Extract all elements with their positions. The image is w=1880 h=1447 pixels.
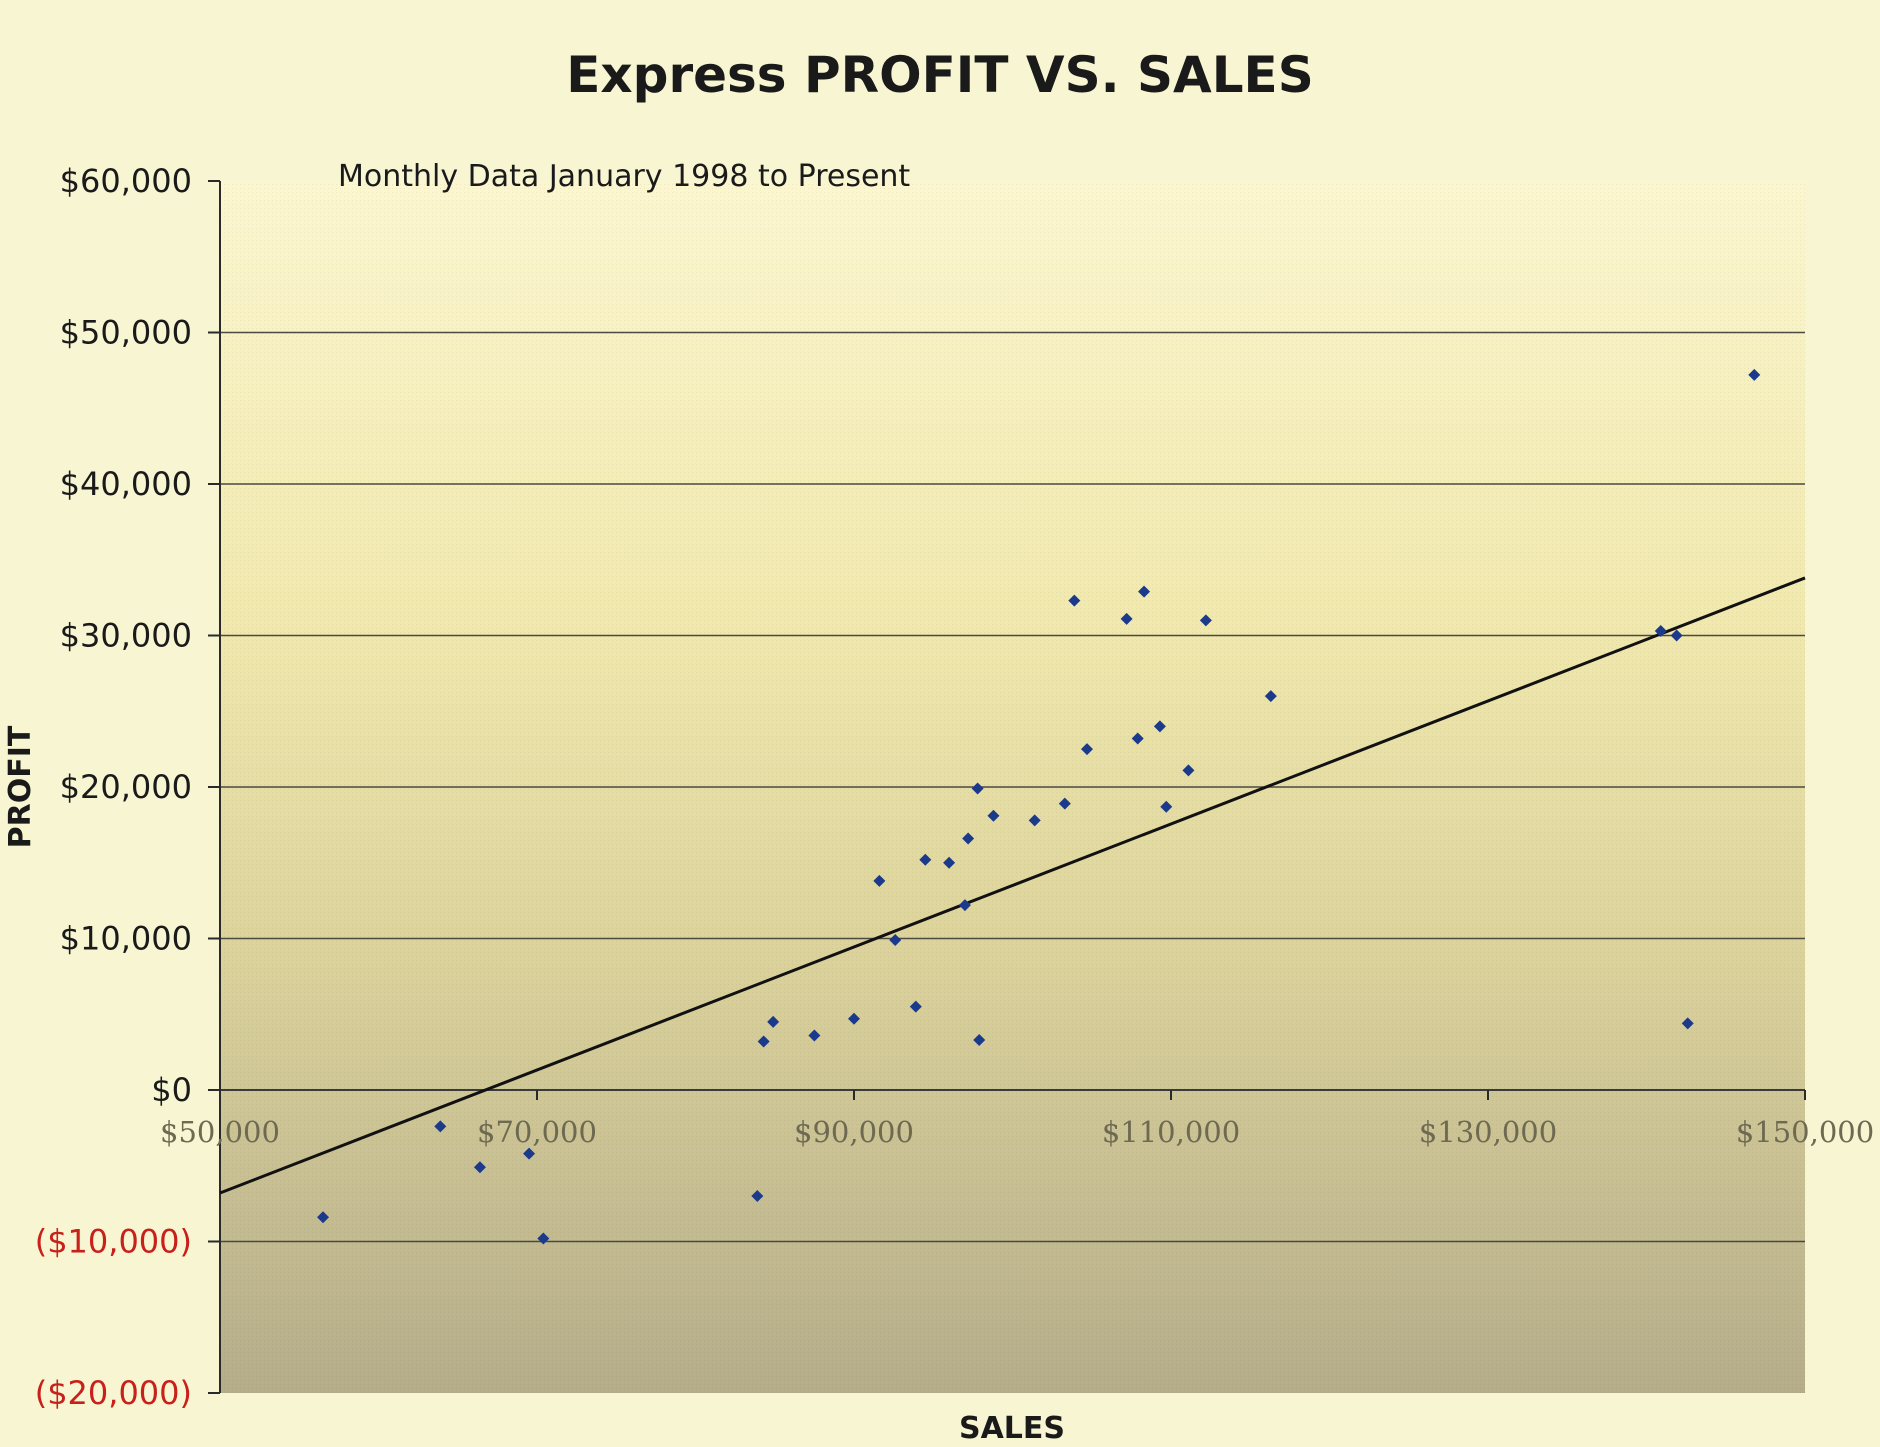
data-point	[1138, 585, 1151, 598]
x-tick-label: $50,000	[160, 1115, 280, 1149]
data-points	[317, 368, 1761, 1245]
x-axis-ticks: $50,000 $70,000 $90,000 $110,000 $130,000 $15…	[160, 1090, 1874, 1149]
data-point	[1068, 594, 1081, 607]
data-point	[434, 1120, 447, 1133]
y-axis-ticks: $60,000 $50,000 $40,000 $30,000 $20,000 $10,0…	[35, 162, 220, 1412]
data-point	[971, 782, 984, 795]
data-point	[1264, 690, 1277, 703]
data-point	[1199, 614, 1212, 627]
x-tick-label: $70,000	[477, 1115, 597, 1149]
x-tick-label: $150,000	[1736, 1115, 1874, 1149]
y-tick-label: $40,000	[60, 465, 192, 503]
y-axis-label: PROFIT	[3, 725, 38, 848]
data-point	[537, 1232, 550, 1245]
y-tick-label: $60,000	[60, 162, 192, 200]
y-tick-label: $30,000	[60, 617, 192, 655]
x-axis-label: SALES	[959, 1411, 1065, 1446]
data-point	[909, 1000, 922, 1013]
data-point	[1654, 624, 1667, 637]
data-point	[1681, 1017, 1694, 1030]
data-point	[473, 1161, 486, 1174]
chart-subtitle: Monthly Data January 1998 to Present	[338, 159, 910, 194]
trendline-group	[219, 576, 1806, 1195]
data-point	[1748, 368, 1761, 381]
data-point	[919, 853, 932, 866]
data-point	[1080, 743, 1093, 756]
data-point	[973, 1034, 986, 1047]
data-point	[889, 934, 902, 947]
data-point	[757, 1035, 770, 1048]
data-point	[751, 1190, 764, 1203]
data-point	[1120, 612, 1133, 625]
data-point	[1028, 814, 1041, 827]
data-point	[1058, 797, 1071, 810]
data-point	[1182, 764, 1195, 777]
data-point	[987, 809, 1000, 822]
y-tick-label: ($20,000)	[35, 1374, 192, 1412]
data-point	[873, 874, 886, 887]
y-tick-label: $10,000	[60, 920, 192, 958]
x-tick-label: $130,000	[1419, 1115, 1557, 1149]
data-point	[1670, 629, 1683, 642]
x-tick-label: $90,000	[794, 1115, 914, 1149]
y-tick-label: ($10,000)	[35, 1223, 192, 1261]
data-point	[767, 1015, 780, 1028]
data-point	[1131, 732, 1144, 745]
trendline	[219, 576, 1806, 1195]
data-point	[958, 899, 971, 912]
data-point	[943, 856, 956, 869]
data-point	[808, 1029, 821, 1042]
data-point	[1160, 800, 1173, 813]
data-point	[317, 1211, 330, 1224]
data-point	[962, 832, 975, 845]
data-point	[848, 1012, 860, 1025]
chart-title: Express PROFIT VS. SALES	[566, 46, 1313, 104]
data-point	[1153, 720, 1166, 733]
data-point	[523, 1147, 536, 1160]
x-tick-label: $110,000	[1102, 1115, 1240, 1149]
y-tick-label: $50,000	[60, 314, 192, 352]
y-tick-label: $20,000	[60, 768, 192, 806]
y-tick-label: $0	[151, 1071, 192, 1109]
